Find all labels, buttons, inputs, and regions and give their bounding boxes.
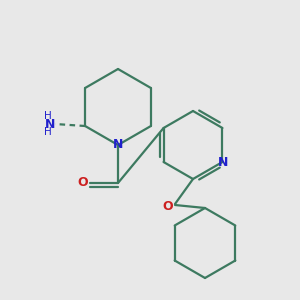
Text: O: O [78,176,88,190]
Text: H: H [44,127,52,137]
Text: N: N [113,139,123,152]
Text: H: H [44,111,52,121]
Text: O: O [163,200,173,212]
Text: N: N [218,155,229,169]
Text: N: N [45,118,55,130]
